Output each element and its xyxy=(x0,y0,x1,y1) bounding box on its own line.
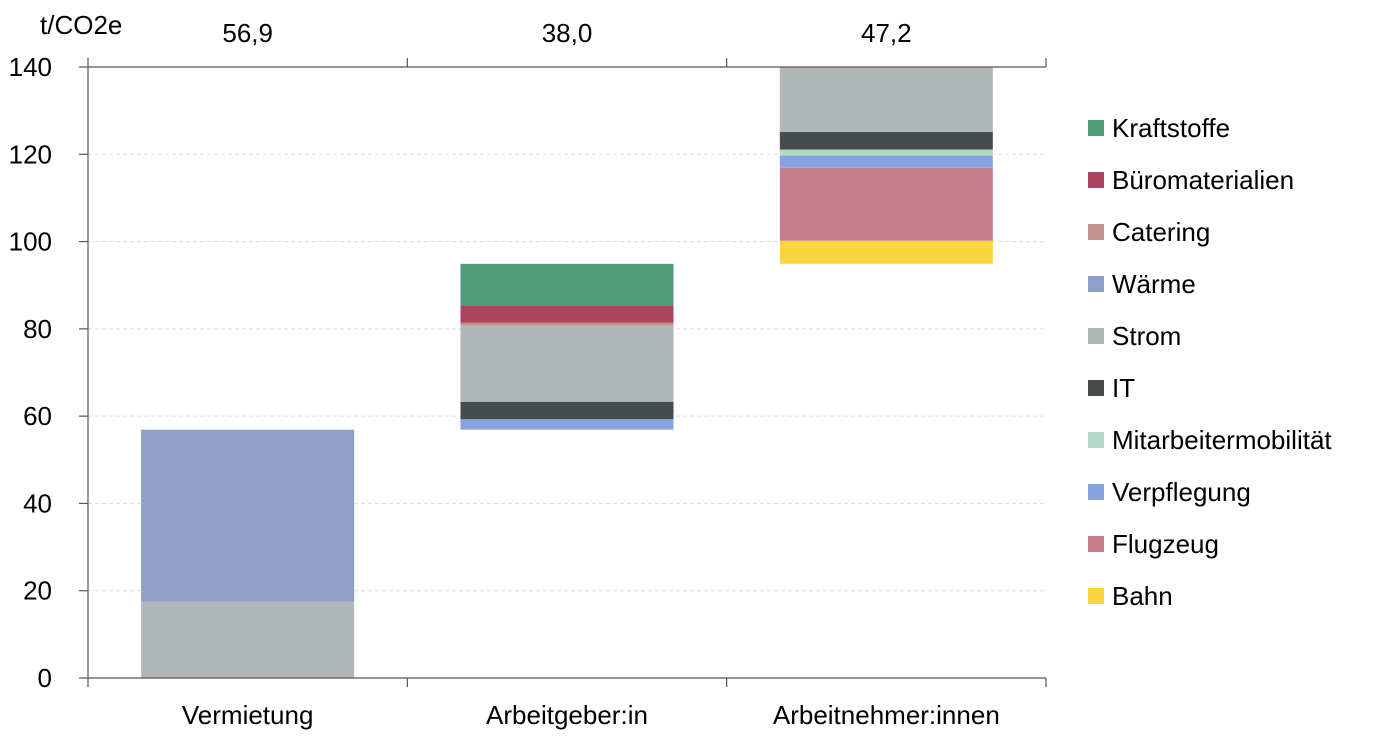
legend-label: Kraftstoffe xyxy=(1112,113,1230,143)
total-labels: 56,9 38,0 47,2 xyxy=(222,18,911,48)
legend-label: IT xyxy=(1112,373,1135,403)
bar-segment xyxy=(460,322,674,326)
legend-label: Flugzeug xyxy=(1112,529,1219,559)
legend-swatch xyxy=(1088,432,1104,448)
y-tick-labels: 0 20 40 60 80 100 120 140 xyxy=(9,52,52,693)
legend-swatch xyxy=(1088,172,1104,188)
y-tick-label: 140 xyxy=(9,52,52,82)
legend-label: Strom xyxy=(1112,321,1181,351)
total-label: 38,0 xyxy=(542,18,593,48)
y-tick-label: 60 xyxy=(23,401,52,431)
bar-segment xyxy=(779,132,993,150)
legend-label: Verpflegung xyxy=(1112,477,1251,507)
bar-segment xyxy=(460,325,674,402)
y-tick-label: 120 xyxy=(9,139,52,169)
x-category-labels: Vermietung Arbeitgeber:in Arbeitnehmer:inn… xyxy=(182,700,1000,730)
legend-swatch xyxy=(1088,380,1104,396)
legend-swatch xyxy=(1088,588,1104,604)
y-tick-label: 40 xyxy=(23,488,52,518)
bar-segment xyxy=(779,167,993,241)
legend-swatch xyxy=(1088,484,1104,500)
legend: Kraftstoffe Büromaterialien Catering Wärme S… xyxy=(1088,113,1332,611)
legend-label: Büromaterialien xyxy=(1112,165,1294,195)
legend-label: Catering xyxy=(1112,217,1210,247)
bar-segment xyxy=(779,155,993,168)
bar-segment xyxy=(460,401,674,420)
legend-swatch xyxy=(1088,536,1104,552)
bar-segment xyxy=(779,67,993,133)
legend-label: Mitarbeitermobilität xyxy=(1112,425,1332,455)
category-label: Vermietung xyxy=(182,700,314,730)
total-label: 56,9 xyxy=(222,18,273,48)
bar-segment xyxy=(141,429,355,602)
axes xyxy=(79,58,1047,687)
y-tick-label: 80 xyxy=(23,314,52,344)
category-label: Arbeitgeber:in xyxy=(486,700,648,730)
bar-segment xyxy=(460,305,674,323)
y-tick-label: 100 xyxy=(9,227,52,257)
legend-swatch xyxy=(1088,224,1104,240)
unit-label: t/CO2e xyxy=(40,10,122,40)
category-label: Arbeitnehmer:innen xyxy=(773,700,1000,730)
bar-segment xyxy=(460,263,674,306)
bar-segment xyxy=(779,240,993,264)
bar-segment xyxy=(141,601,355,678)
bars xyxy=(141,67,993,678)
legend-swatch xyxy=(1088,276,1104,292)
legend-label: Bahn xyxy=(1112,581,1173,611)
legend-swatch xyxy=(1088,120,1104,136)
legend-label: Wärme xyxy=(1112,269,1196,299)
y-tick-label: 20 xyxy=(23,576,52,606)
total-label: 47,2 xyxy=(861,18,912,48)
legend-swatch xyxy=(1088,328,1104,344)
bar-segment xyxy=(779,149,993,156)
y-tick-label: 0 xyxy=(38,663,52,693)
bar-segment xyxy=(460,419,674,430)
